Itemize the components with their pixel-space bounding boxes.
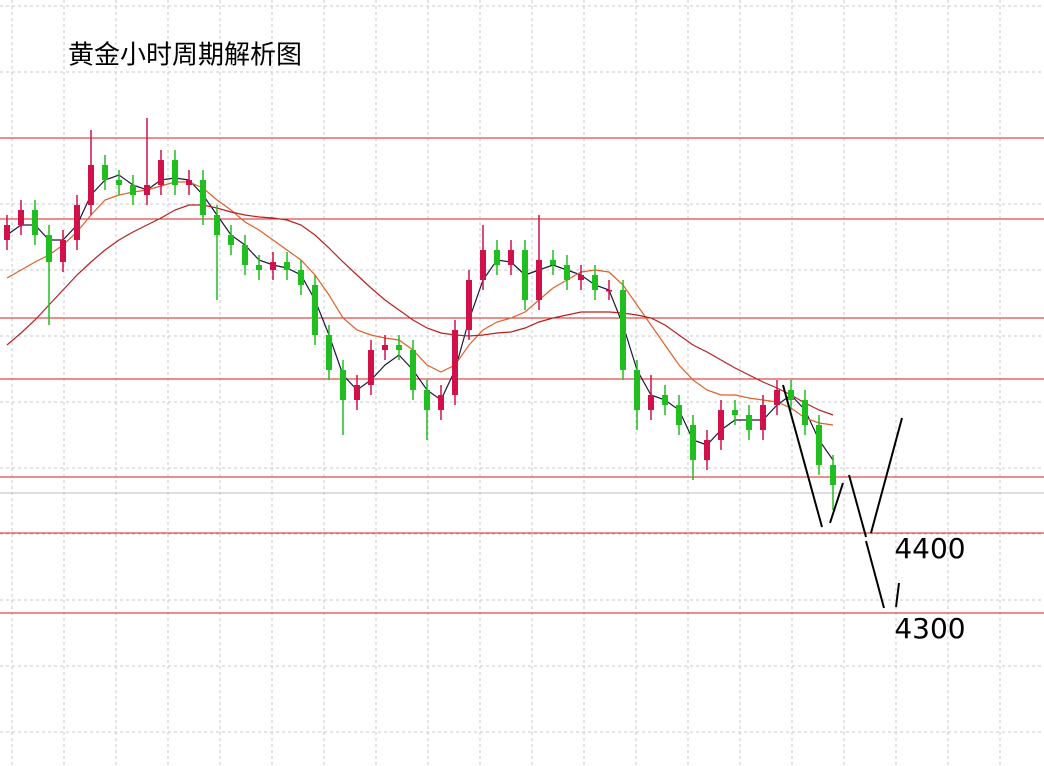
- candle-body: [60, 240, 66, 262]
- candle-body: [718, 410, 724, 440]
- candle-body: [662, 395, 668, 405]
- candle-body: [312, 285, 318, 335]
- candles: [4, 118, 836, 510]
- candle-body: [802, 400, 808, 425]
- candle-body: [452, 330, 458, 395]
- candle-body: [326, 335, 332, 370]
- forecast-stroke: [782, 384, 823, 528]
- candle-body: [228, 235, 234, 245]
- candle-body: [648, 395, 654, 410]
- forecast-stroke: [829, 482, 844, 524]
- candle-body: [88, 165, 94, 205]
- moving-average: [6, 204, 834, 416]
- candle-body: [494, 250, 500, 265]
- candle-body: [606, 290, 612, 292]
- candle-body: [676, 405, 682, 425]
- candle-body: [354, 385, 360, 400]
- candle-body: [102, 165, 108, 180]
- candle-body: [368, 350, 374, 385]
- levels: [0, 137, 1044, 614]
- candle-body: [550, 260, 556, 265]
- chart-title: 黄金小时周期解析图: [68, 41, 302, 71]
- candle-body: [4, 225, 10, 240]
- candle-body: [130, 185, 136, 195]
- candle-body: [242, 245, 248, 265]
- candle-body: [158, 160, 164, 185]
- candle-body: [396, 345, 402, 350]
- candle-body: [536, 260, 542, 300]
- candle-body: [32, 210, 38, 235]
- candle-body: [690, 425, 696, 460]
- candle-body: [732, 410, 738, 415]
- candle-body: [18, 210, 24, 225]
- candle-body: [382, 345, 388, 350]
- forecast-stroke: [848, 474, 867, 538]
- forecast-stroke: [870, 417, 903, 534]
- level-label: 4300: [894, 612, 965, 645]
- candle-body: [564, 265, 570, 280]
- candle-body: [270, 262, 276, 270]
- moving-average: [6, 181, 834, 426]
- candle-body: [186, 180, 192, 185]
- candle-body: [466, 280, 472, 330]
- candle-body: [116, 180, 122, 185]
- candle-body: [578, 275, 584, 280]
- candle-body: [830, 465, 836, 485]
- candle-body: [424, 390, 430, 410]
- candle-body: [172, 160, 178, 185]
- candle-body: [634, 370, 640, 410]
- level-label: 4400: [894, 532, 965, 565]
- candle-body: [592, 275, 598, 290]
- candle-body: [620, 290, 626, 370]
- candle-body: [256, 265, 262, 270]
- candle-body: [74, 205, 80, 240]
- candle-body: [508, 250, 514, 265]
- candle-body: [144, 185, 150, 195]
- candle-body: [340, 370, 346, 400]
- candle-body: [788, 390, 794, 400]
- candle-body: [200, 180, 206, 215]
- candle-body: [522, 250, 528, 300]
- candle-body: [46, 235, 52, 262]
- candle-body: [704, 440, 710, 460]
- candle-body: [816, 425, 822, 465]
- candle-body: [774, 390, 780, 405]
- candle-body: [284, 262, 290, 270]
- candle-body: [438, 395, 444, 410]
- candle-body: [480, 250, 486, 280]
- candle-body: [298, 270, 304, 285]
- forecast-path: [782, 384, 903, 609]
- forecast-stroke: [895, 582, 900, 608]
- candle-body: [760, 405, 766, 430]
- forecast-stroke: [865, 540, 885, 609]
- candle-body: [746, 415, 752, 430]
- candle-body: [410, 350, 416, 390]
- candle-body: [214, 215, 220, 235]
